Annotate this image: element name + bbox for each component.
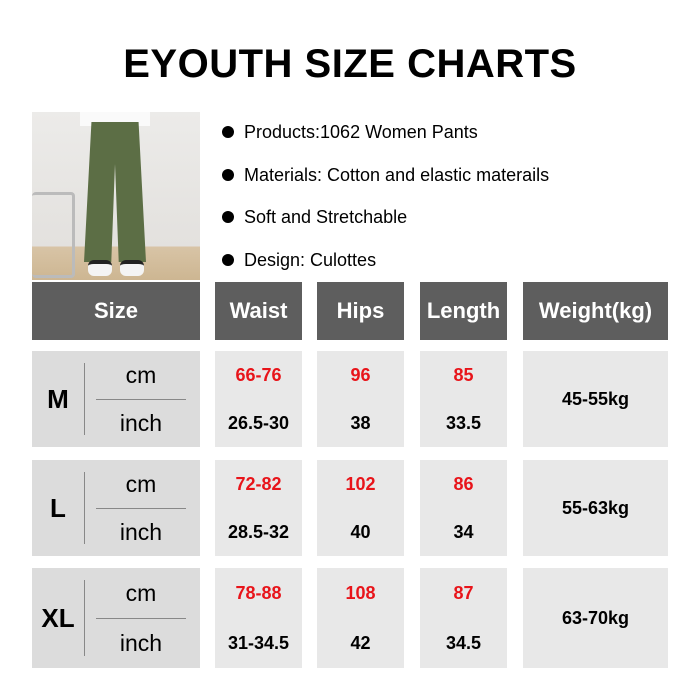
size-label: M bbox=[47, 383, 69, 414]
bullet-icon bbox=[222, 211, 234, 223]
length-inch: 34 bbox=[453, 521, 474, 542]
shoe bbox=[120, 260, 144, 276]
unit-cm: cm bbox=[125, 579, 157, 606]
size-cell: L cm inch bbox=[32, 460, 200, 556]
divider bbox=[96, 399, 186, 400]
feature-item: Soft and Stretchable bbox=[222, 207, 549, 250]
header-weight: Weight(kg) bbox=[523, 282, 668, 340]
length-inch: 34.5 bbox=[445, 632, 482, 653]
length-cm: 85 bbox=[453, 364, 474, 385]
weight-value: 55-63kg bbox=[561, 497, 630, 518]
feature-text: Soft and Stretchable bbox=[244, 207, 408, 227]
pants bbox=[84, 122, 146, 262]
unit-inch: inch bbox=[119, 518, 163, 545]
length-cell: 86 34 bbox=[420, 460, 507, 556]
waist-cell: 72-82 28.5-32 bbox=[215, 460, 302, 556]
waist-inch: 28.5-32 bbox=[227, 521, 290, 542]
hips-cell: 96 38 bbox=[317, 351, 404, 447]
weight-cell: 55-63kg bbox=[523, 460, 668, 556]
waist-cell: 66-76 26.5-30 bbox=[215, 351, 302, 447]
hips-cell: 102 40 bbox=[317, 460, 404, 556]
hips-cell: 108 42 bbox=[317, 568, 404, 668]
unit-inch: inch bbox=[119, 629, 163, 656]
waist-cell: 78-88 31-34.5 bbox=[215, 568, 302, 668]
header-waist: Waist bbox=[215, 282, 302, 340]
divider bbox=[84, 363, 85, 435]
hips-cm: 108 bbox=[345, 582, 376, 603]
hips-cm: 102 bbox=[345, 473, 376, 494]
chair bbox=[32, 192, 75, 278]
feature-text: Design: Culottes bbox=[244, 249, 377, 270]
feature-item: Design: Culottes bbox=[222, 250, 549, 293]
size-cell: M cm inch bbox=[32, 351, 200, 447]
length-cell: 85 33.5 bbox=[420, 351, 507, 447]
product-features: Products:1062 Women Pants Materials: Cot… bbox=[222, 122, 549, 292]
weight-value: 45-55kg bbox=[561, 388, 630, 409]
hips-cm: 96 bbox=[350, 364, 371, 385]
feature-item: Products:1062 Women Pants bbox=[222, 122, 549, 165]
bullet-icon bbox=[222, 168, 234, 181]
divider bbox=[96, 618, 186, 619]
size-cell: XL cm inch bbox=[32, 568, 200, 668]
hips-inch: 40 bbox=[350, 521, 371, 542]
divider bbox=[84, 472, 85, 544]
length-cm: 87 bbox=[453, 582, 474, 603]
product-photo bbox=[32, 112, 200, 280]
weight-value: 63-70kg bbox=[561, 607, 630, 628]
hips-inch: 42 bbox=[350, 632, 371, 653]
waist-cm: 78-88 bbox=[235, 582, 282, 603]
waist-cm: 72-82 bbox=[235, 473, 282, 494]
shoe bbox=[88, 260, 112, 276]
feature-text: Products:1062 Women Pants bbox=[244, 122, 478, 142]
divider bbox=[96, 508, 186, 509]
length-inch: 33.5 bbox=[445, 412, 482, 433]
weight-cell: 63-70kg bbox=[523, 568, 668, 668]
weight-cell: 45-55kg bbox=[523, 351, 668, 447]
header-hips: Hips bbox=[317, 282, 404, 340]
bullet-icon bbox=[222, 126, 234, 138]
unit-cm: cm bbox=[125, 361, 157, 388]
waist-cm: 66-76 bbox=[235, 364, 282, 385]
waist-inch: 26.5-30 bbox=[227, 412, 290, 433]
feature-item: Materials: Cotton and elastic materails bbox=[222, 165, 549, 208]
feature-text: Materials: Cotton and elastic materails bbox=[244, 164, 550, 185]
divider bbox=[84, 580, 85, 656]
waist-inch: 31-34.5 bbox=[227, 632, 290, 653]
unit-cm: cm bbox=[125, 470, 157, 497]
size-label: XL bbox=[41, 602, 75, 633]
unit-inch: inch bbox=[119, 409, 163, 436]
hips-inch: 38 bbox=[350, 412, 371, 433]
length-cell: 87 34.5 bbox=[420, 568, 507, 668]
size-label: L bbox=[50, 492, 66, 523]
length-cm: 86 bbox=[453, 473, 474, 494]
header-length: Length bbox=[420, 282, 507, 340]
header-size: Size bbox=[32, 282, 200, 340]
page-title: EYOUTH SIZE CHARTS bbox=[123, 42, 577, 86]
bullet-icon bbox=[222, 253, 234, 266]
